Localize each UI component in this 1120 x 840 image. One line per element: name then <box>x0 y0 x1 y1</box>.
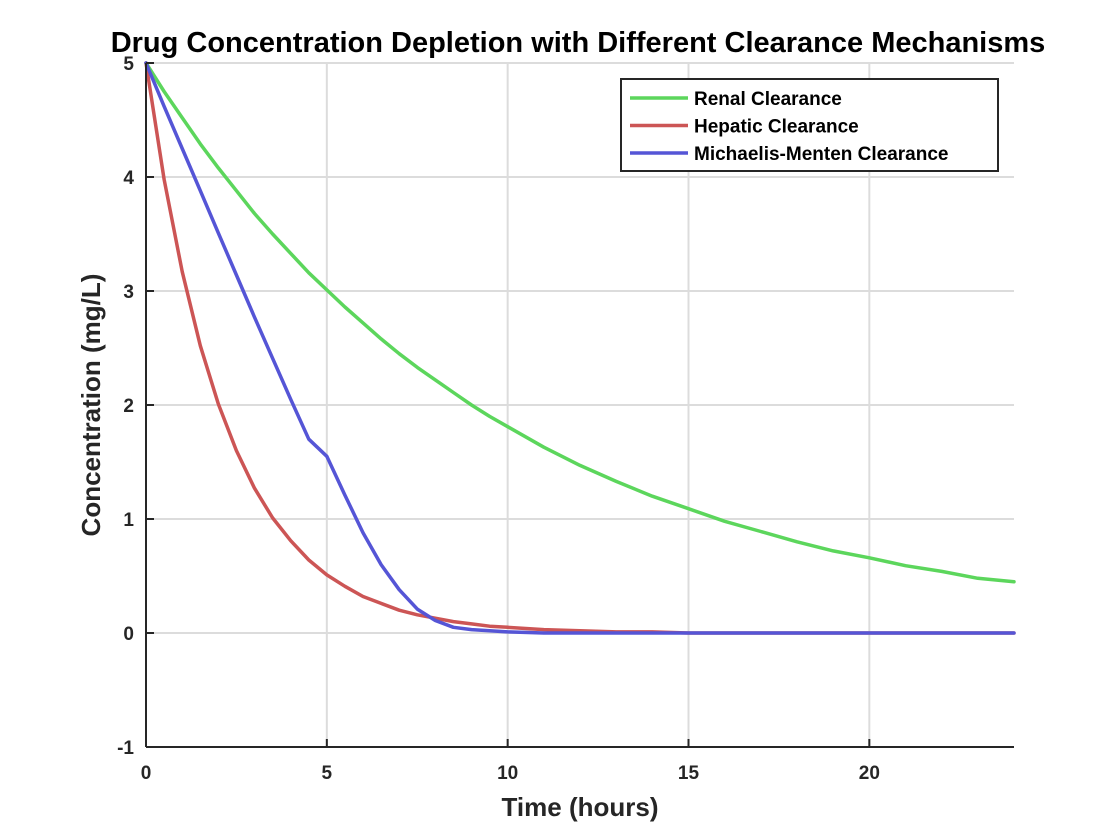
legend-items: Renal Clearance Hepatic Clearance Michaeli… <box>630 89 948 165</box>
y-tick-label: 4 <box>123 168 134 189</box>
x-tick-label: 5 <box>322 763 333 784</box>
x-axis-label: Time (hours) <box>502 792 659 822</box>
legend-label: Michaelis-Menten Clearance <box>694 144 948 165</box>
axes <box>145 62 1014 748</box>
y-tick-label: 1 <box>123 510 134 531</box>
y-tick-label: 2 <box>123 396 134 417</box>
x-tick-labels: 0 5 10 15 20 <box>141 763 880 784</box>
x-tick-label: 10 <box>497 763 518 784</box>
x-tick-label: 0 <box>141 763 152 784</box>
series-line-renal-clearance <box>144 61 1016 584</box>
chart-title: Drug Concentration Depletion with Differ… <box>111 27 1046 59</box>
series-line-michaelis-menten-clearance <box>144 61 1016 635</box>
legend-label: Renal Clearance <box>694 89 842 110</box>
y-tick-label: -1 <box>117 738 134 759</box>
series-lines <box>144 61 1016 635</box>
y-tick-label: 0 <box>123 624 134 645</box>
y-tick-label: 5 <box>123 54 134 75</box>
x-tick-label: 15 <box>678 763 700 784</box>
legend: Renal Clearance Hepatic Clearance Michaeli… <box>620 78 999 172</box>
legend-label: Hepatic Clearance <box>694 117 859 138</box>
y-axis-label: Concentration (mg/L) <box>76 274 106 537</box>
y-tick-label: 3 <box>123 282 134 303</box>
legend-box <box>620 78 999 172</box>
x-tick-label: 20 <box>859 763 880 784</box>
y-tick-labels: -1 0 1 2 3 4 5 <box>117 54 134 759</box>
